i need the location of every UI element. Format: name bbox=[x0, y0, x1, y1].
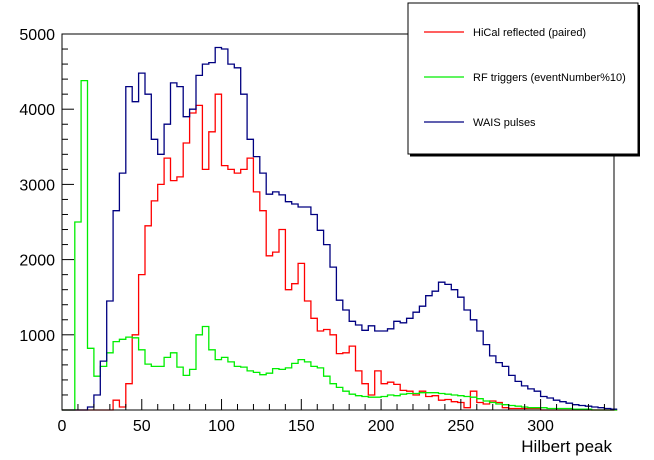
x-axis-title: Hilbert peak bbox=[521, 437, 612, 456]
y-tick-label: 3000 bbox=[19, 177, 55, 194]
y-tick-label: 2000 bbox=[19, 253, 55, 270]
legend-box bbox=[407, 2, 639, 155]
legend-label-2: RF triggers (eventNumber%10) bbox=[473, 72, 626, 84]
x-tick-label: 100 bbox=[208, 418, 235, 435]
x-tick-label: 300 bbox=[527, 418, 554, 435]
legend-label-3: WAIS pulses bbox=[473, 117, 536, 129]
x-tick-label: 50 bbox=[133, 418, 151, 435]
y-tick-label: 1000 bbox=[19, 328, 55, 345]
legend-label-1: HiCal reflected (paired) bbox=[473, 27, 586, 39]
series-line-2 bbox=[62, 79, 618, 411]
axes: 0 50 100 150 200 250 300 1000 2000 3000 4000 5000 bbox=[19, 27, 615, 435]
y-tick-label: 5000 bbox=[19, 27, 55, 44]
series-line-1 bbox=[62, 93, 618, 411]
plot-frame bbox=[61, 33, 615, 411]
x-tick-label: 150 bbox=[288, 418, 315, 435]
x-tick-label: 250 bbox=[447, 418, 474, 435]
y-tick-label: 4000 bbox=[19, 102, 55, 119]
series-line-3 bbox=[62, 46, 618, 411]
x-tick-label: 0 bbox=[58, 418, 67, 435]
plot-area bbox=[62, 46, 618, 411]
x-tick-label: 200 bbox=[368, 418, 395, 435]
legend: HiCal reflected (paired) RF triggers (eve… bbox=[407, 2, 640, 157]
